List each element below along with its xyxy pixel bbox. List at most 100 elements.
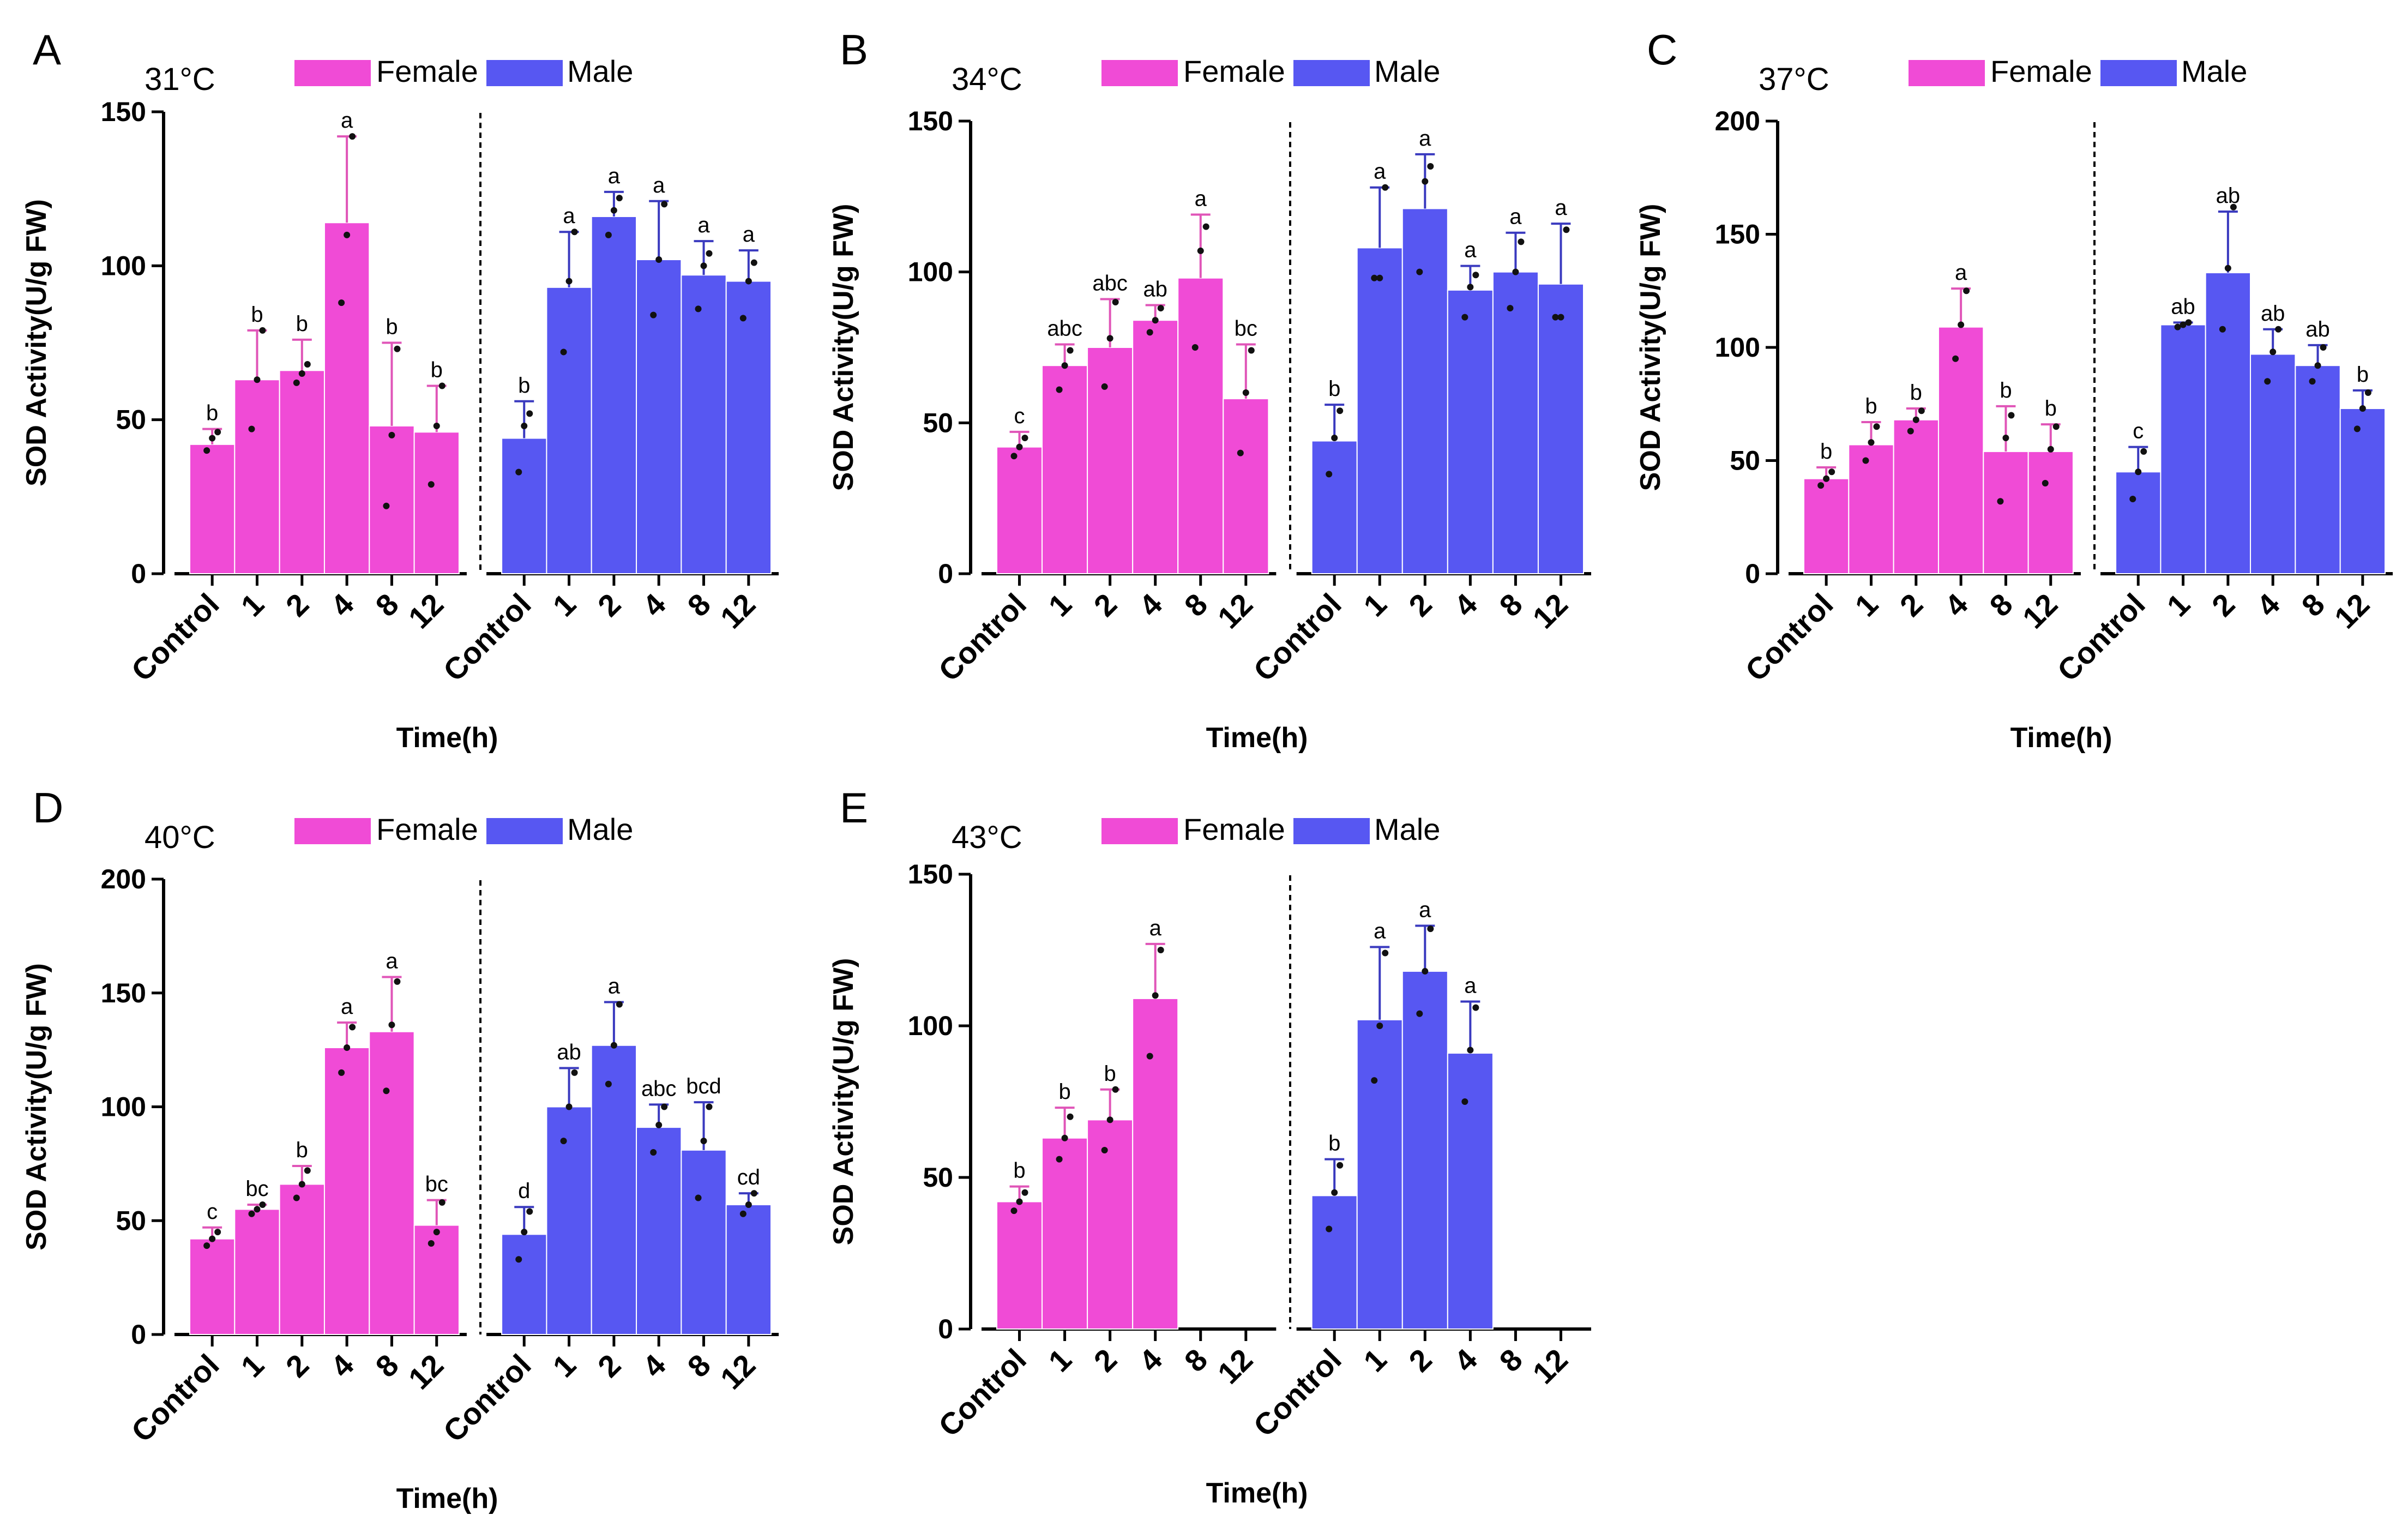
data-point [1331,1189,1338,1196]
bar-male-control [1311,440,1358,574]
legend-label-male: Male [1374,54,1440,88]
legend-swatch-female [1909,60,1985,86]
data-point [1873,423,1880,430]
significance-letter: a [1149,916,1162,940]
significance-letter: b [1328,377,1340,401]
data-point [650,1149,657,1156]
x-tick-label: 8 [2295,587,2331,623]
significance-letter: a [1509,205,1522,229]
x-tick-label: Control [124,587,225,688]
x-tick-label: Control [932,587,1033,688]
x-tick-label: Control [1247,1342,1347,1443]
bar-female-8 [369,425,415,575]
data-point [1106,1116,1113,1123]
panel-letter: D [33,784,63,832]
y-tick-label: 100 [101,1092,146,1122]
bar-male-2 [1401,208,1448,574]
data-point [1010,1207,1018,1215]
legend-swatch-male [1293,818,1370,844]
bar-male-8 [681,274,727,575]
bar-female-4 [323,1047,370,1335]
panel-c-chart: C 37°C Female Male 0 50 100 150 200 SOD Activity(… [1635,26,2393,754]
data-point [1376,274,1383,281]
bar-female-2 [1087,347,1134,574]
data-point [344,1044,351,1051]
significance-letter: b [431,358,443,382]
x-tick-label: 4 [1133,1342,1169,1379]
x-tick-label: Control [1247,587,1347,688]
data-point [1416,268,1423,275]
x-tick-label: 2 [591,587,628,623]
significance-letter: a [1374,919,1386,943]
data-point [1021,1189,1028,1196]
data-point [383,1087,390,1095]
data-point [515,468,522,476]
significance-letter: b [2000,378,2012,402]
y-tick-label: 100 [1715,332,1760,363]
significance-letter: b [1013,1159,1025,1183]
data-point [298,370,305,377]
significance-letter: abc [641,1077,677,1101]
significance-letter: bc [425,1173,448,1197]
significance-letter: b [2045,396,2057,420]
x-tick-label: 4 [1938,587,1974,623]
x-tick-label: 12 [1526,1342,1574,1391]
data-point [1101,383,1108,390]
data-point [2052,423,2060,430]
data-point [1112,299,1119,305]
data-point [1010,453,1018,460]
data-point [1157,305,1164,312]
x-tick-label: 12 [714,1348,762,1396]
significance-letter: a [1464,238,1477,262]
data-point [1146,1053,1153,1060]
significance-letter: a [341,995,353,1019]
data-point [1997,498,2004,505]
significance-letter: b [1865,394,1877,418]
data-point [2364,389,2371,396]
data-point [293,379,300,386]
x-tick-label: 2 [1402,587,1438,623]
x-tick-label: 4 [1447,1342,1484,1379]
data-point [610,1042,617,1049]
data-point [2353,425,2361,432]
y-tick-label: 0 [1745,558,1760,589]
data-point [428,481,435,488]
bar-female-1 [1042,365,1088,574]
bar-female-2 [279,1183,325,1335]
x-tick-label: 8 [681,1348,717,1384]
significance-letter: c [2133,419,2144,443]
data-point [304,361,311,368]
bar-female-12 [2027,450,2074,575]
data-point [521,422,528,429]
legend-label-female: Female [376,812,478,846]
legend-swatch-female [294,818,371,844]
data-point [1056,386,1063,393]
data-point [388,431,395,438]
data-point [338,299,345,306]
bar-male-4 [1447,289,1494,574]
significance-letter: bcd [686,1074,721,1098]
y-axis-title: SOD Activity(U/g FW) [1635,204,1666,491]
data-point [1416,1010,1423,1017]
panel-b-chart: B 34°C Female Male 0 50 100 150 SOD Activity(U/g… [828,26,1591,754]
x-tick-label: 2 [279,1348,316,1384]
data-point [344,231,351,238]
data-point [1918,407,1925,414]
temperature-label: 31°C [145,62,215,97]
data-point [2359,405,2366,412]
significance-letter: ab [2305,317,2330,341]
x-axis-title: Time(h) [1206,1477,1308,1509]
data-point [695,1194,702,1201]
y-tick-label: 0 [938,558,953,589]
data-point [214,429,221,436]
bar-male-2 [2205,272,2252,574]
data-point [1101,1146,1108,1153]
temperature-label: 40°C [145,820,215,855]
data-point [1331,435,1338,441]
data-point [1862,457,1869,464]
x-tick-label: 4 [636,1348,672,1384]
data-point [1061,1134,1068,1141]
x-tick-label: 12 [1211,1342,1260,1391]
data-point [2309,378,2316,385]
data-point [521,1229,528,1236]
